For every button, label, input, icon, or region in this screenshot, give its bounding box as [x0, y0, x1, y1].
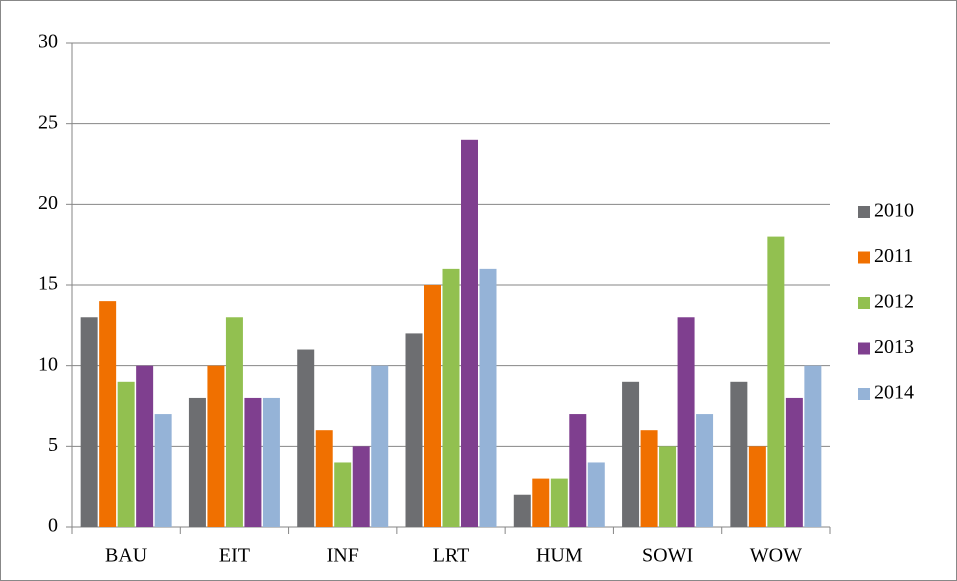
x-tick-label: HUM: [536, 545, 583, 567]
legend-swatch: [858, 342, 870, 355]
y-tick-label: 0: [48, 515, 58, 537]
bar: [677, 317, 695, 527]
y-tick-label: 10: [38, 353, 58, 375]
bar: [587, 462, 605, 527]
bar: [659, 446, 677, 527]
bar: [640, 430, 658, 527]
bar: [479, 268, 497, 527]
bar: [334, 462, 352, 527]
legend-label: 2011: [874, 245, 913, 267]
bar: [371, 365, 389, 527]
y-tick-label: 30: [38, 31, 58, 53]
x-tick-label: SOWI: [642, 545, 693, 567]
y-tick-label: 25: [38, 111, 58, 133]
bar: [207, 365, 225, 527]
bar: [550, 478, 568, 527]
x-tick-label: BAU: [105, 545, 148, 567]
bar: [188, 397, 206, 527]
bar: [154, 414, 172, 527]
bar: [569, 414, 587, 527]
bar: [442, 268, 460, 527]
bar: [262, 397, 280, 527]
bar: [461, 139, 478, 528]
bar: [532, 478, 550, 527]
bar: [297, 349, 315, 527]
bar: [767, 236, 785, 527]
bar: [315, 430, 333, 527]
bar: [352, 446, 370, 527]
legend-swatch: [858, 251, 870, 264]
x-tick-label: EIT: [219, 545, 250, 567]
x-tick-label: LRT: [433, 545, 470, 567]
y-tick-label: 20: [38, 192, 58, 214]
bar: [117, 381, 135, 527]
bar: [513, 494, 531, 527]
legend-label: 2013: [874, 336, 914, 358]
bar: [424, 285, 441, 527]
bar: [99, 301, 117, 527]
legend-swatch: [858, 297, 870, 309]
bar: [405, 333, 423, 527]
legend-label: 2010: [874, 200, 914, 222]
bar: [136, 365, 154, 527]
legend-swatch: [858, 388, 870, 400]
bar: [696, 414, 714, 527]
bar: [80, 317, 98, 527]
y-tick-label: 15: [38, 273, 58, 295]
legend-label: 2012: [874, 291, 914, 313]
bar: [244, 397, 262, 527]
x-tick-label: WOW: [750, 545, 802, 567]
bar: [622, 381, 640, 527]
bar: [730, 381, 748, 527]
bar: [785, 397, 803, 527]
bar: [804, 365, 822, 527]
x-tick-label: INF: [327, 545, 359, 567]
y-tick-label: 5: [48, 434, 58, 456]
bar: [748, 446, 766, 527]
bar: [225, 317, 243, 527]
legend-swatch: [858, 206, 870, 218]
legend-label: 2014: [874, 382, 914, 404]
